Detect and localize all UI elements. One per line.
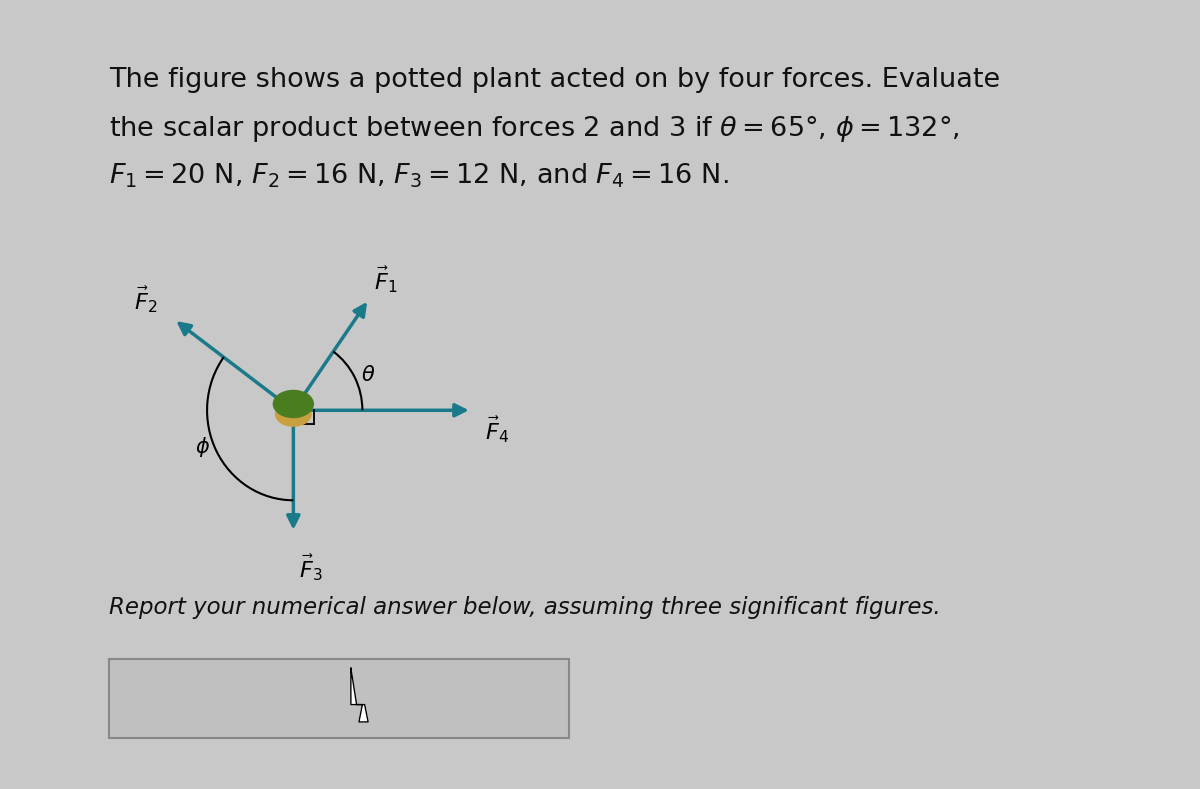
- Text: $\vec{F}_4$: $\vec{F}_4$: [486, 414, 510, 446]
- Text: $F_1 = 20$ N, $F_2 = 16$ N, $F_3 = 12$ N, and $F_4 = 16$ N.: $F_1 = 20$ N, $F_2 = 16$ N, $F_3 = 12$ N…: [109, 162, 728, 190]
- Circle shape: [275, 402, 312, 427]
- Text: $\vec{F}_2$: $\vec{F}_2$: [133, 285, 157, 316]
- Circle shape: [272, 390, 314, 418]
- Polygon shape: [350, 668, 368, 722]
- Text: the scalar product between forces 2 and 3 if $\theta = 65°$, $\phi = 132°$,: the scalar product between forces 2 and …: [109, 114, 960, 144]
- Bar: [109, 659, 570, 738]
- Text: $\vec{F}_1$: $\vec{F}_1$: [374, 265, 398, 296]
- Text: $\vec{F}_3$: $\vec{F}_3$: [299, 552, 323, 583]
- Text: Report your numerical answer below, assuming three significant figures.: Report your numerical answer below, assu…: [109, 596, 941, 619]
- Text: The figure shows a potted plant acted on by four forces. Evaluate: The figure shows a potted plant acted on…: [109, 67, 1001, 93]
- Text: $\phi$: $\phi$: [194, 435, 210, 459]
- Text: $\theta$: $\theta$: [361, 365, 376, 385]
